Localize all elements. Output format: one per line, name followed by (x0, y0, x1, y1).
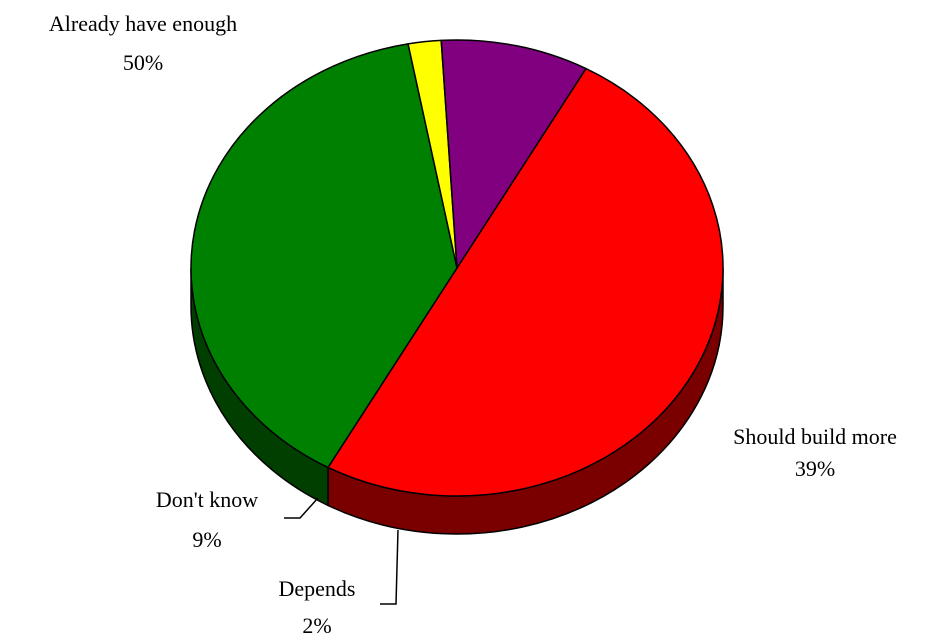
slice-value-should-build-more: 39% (795, 456, 835, 481)
slice-label-should-build-more: Should build more (733, 424, 897, 449)
slice-label-already-have-enough: Already have enough (49, 11, 237, 36)
pie-tops (190, 39, 724, 497)
slice-label-dont-know: Don't know (156, 487, 258, 512)
slice-should-build-more (190, 43, 458, 469)
slice-value-already-have-enough: 50% (123, 50, 163, 75)
slice-already-have-enough (327, 67, 724, 497)
slice-value-dont-know: 9% (192, 527, 221, 552)
slice-label-depends: Depends (279, 576, 356, 601)
leader-lines (284, 497, 399, 605)
slice-value-depends: 2% (302, 613, 331, 638)
leader-line-dont-know (284, 497, 319, 519)
slice-don-t-know (440, 39, 587, 269)
slice-labels: Already have enough 50% Should build mor… (49, 11, 897, 638)
leader-line-depends (380, 529, 399, 605)
